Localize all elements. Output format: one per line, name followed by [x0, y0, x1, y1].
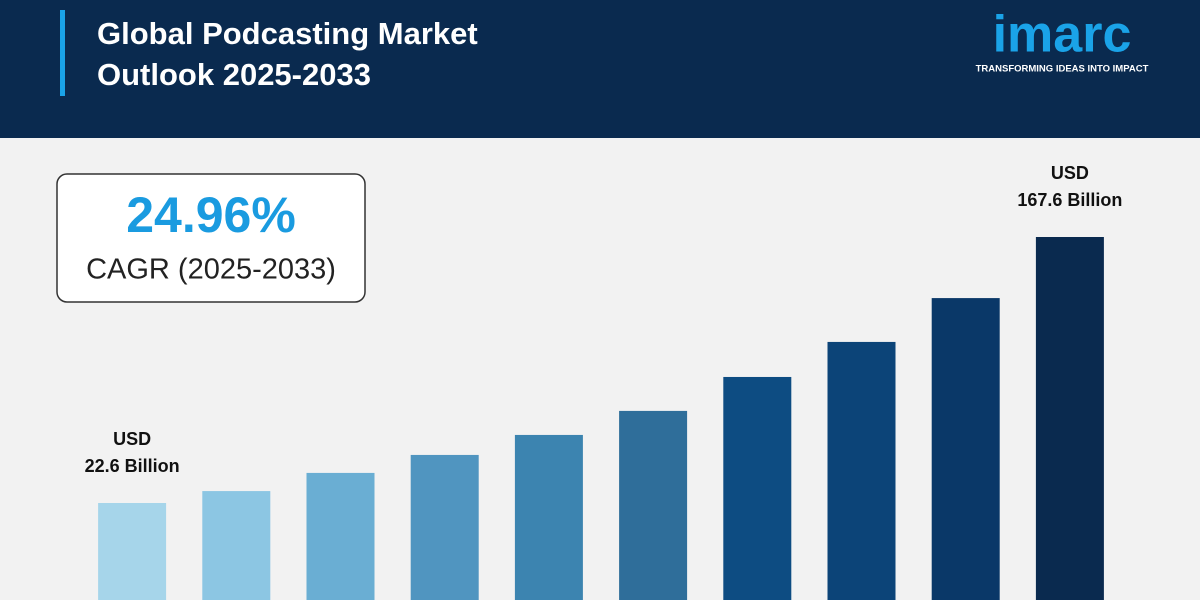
bar: [202, 491, 271, 600]
title-line: Global Podcasting Market: [97, 16, 478, 51]
bar: [827, 341, 896, 600]
cagr-label: CAGR (2025-2033): [86, 254, 336, 286]
value-label: 167.6 Billion: [1017, 190, 1122, 210]
cagr-box: [56, 173, 366, 303]
value-label: USD: [1051, 163, 1089, 183]
bar: [410, 454, 479, 600]
value-label: 22.6 Billion: [85, 456, 180, 476]
header-band: [0, 0, 1200, 138]
logo: imarc: [993, 6, 1132, 64]
cagr-value: 24.96%: [126, 187, 296, 243]
bar: [723, 376, 792, 600]
tagline: TRANSFORMING IDEAS INTO IMPACT: [976, 64, 1149, 75]
bar: [98, 503, 167, 600]
bar: [514, 434, 583, 600]
bar: [1035, 237, 1104, 600]
bar: [619, 410, 688, 600]
bar: [306, 472, 375, 600]
value-label: USD: [113, 429, 151, 449]
bar: [931, 298, 1000, 600]
title-line: Outlook 2025-2033: [97, 57, 371, 92]
header-accent: [60, 10, 65, 96]
